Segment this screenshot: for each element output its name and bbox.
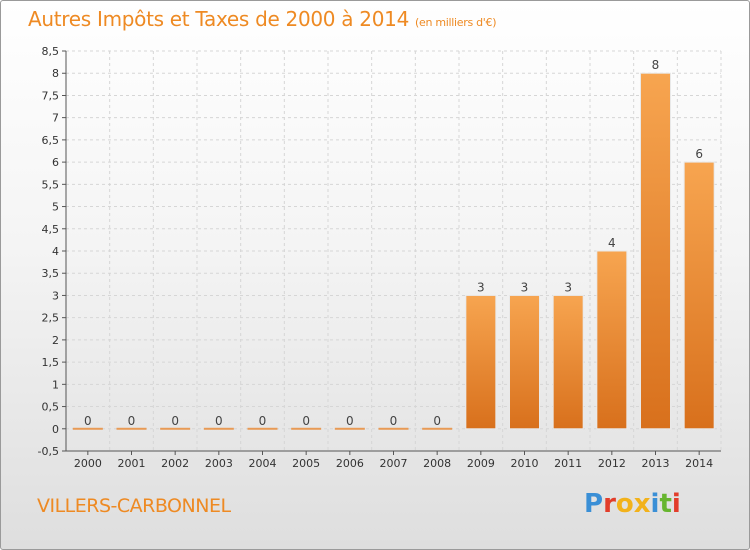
data-label: 3 [564,280,572,294]
x-tick-label: 2003 [205,457,233,470]
y-tick-label: 4,5 [42,223,60,236]
bar [378,427,409,430]
y-tick-label: 2,5 [42,312,60,325]
x-tick-label: 2006 [336,457,364,470]
data-label: 3 [521,280,529,294]
data-label: 8 [652,58,660,72]
y-tick-label: 2 [52,334,59,347]
bar [509,294,540,430]
logo-letter: x [633,489,651,519]
x-tick-label: 2012 [598,457,626,470]
data-label: 0 [390,414,398,428]
bar [596,250,628,430]
data-label: 0 [171,414,179,428]
bar [422,427,453,430]
bar [465,294,497,430]
y-tick-label: 6 [52,156,59,169]
commune-name: VILLERS-CARBONNEL [37,495,231,517]
y-tick-label: 7 [52,112,59,125]
bar [72,427,103,430]
bar [203,427,234,430]
bar [116,427,147,430]
data-label: 0 [259,414,267,428]
x-tick-label: 2004 [249,457,277,470]
y-tick-label: 0 [52,423,59,436]
bar [160,427,191,430]
chart-title: Autres Impôts et Taxes de 2000 à 2014 (en… [28,7,496,31]
y-tick-label: -0,5 [38,445,59,458]
data-label: 0 [302,414,310,428]
x-tick-label: 2000 [74,457,102,470]
y-tick-labels: -0,5 0 0,5 1 1,5 2 2,5 3 3,5 4 4,5 5 5,5 6 6,5 7 7,5 8 8,5 [38,45,59,458]
bar [247,427,278,430]
chart-title-text: Autres Impôts et Taxes de 2000 à 2014 [28,7,409,31]
y-tick-label: 5 [52,201,59,214]
bar [640,72,671,430]
x-tick-label: 2014 [685,457,713,470]
x-tick-label: 2010 [511,457,539,470]
y-tick-label: 1 [52,378,59,391]
y-tick-label: 0,5 [42,401,60,414]
y-tick-label: 8 [52,67,59,80]
data-label: 6 [695,147,703,161]
y-tick-label: 3,5 [42,267,60,280]
bar [683,161,715,430]
y-tick-label: 7,5 [42,89,60,102]
y-tick-label: 6,5 [42,134,60,147]
logo-letter: o [615,489,634,519]
x-tick-label: 2013 [642,457,670,470]
data-label: 4 [608,236,616,250]
data-label: 3 [477,280,485,294]
data-label: 0 [215,414,223,428]
logo-letter: t [659,489,672,519]
y-tick-label: 8,5 [42,45,60,58]
data-label: 0 [128,414,136,428]
bar [291,427,322,430]
x-tick-label: 2008 [423,457,451,470]
logo-letter: r [603,489,616,519]
logo-letter: i [671,489,681,519]
x-tick-label: 2001 [118,457,146,470]
x-tick-label: 2009 [467,457,495,470]
bar [334,427,365,430]
logo-letter: P [584,489,604,519]
x-tick-label: 2011 [554,457,582,470]
chart-subtitle: (en milliers d'€) [415,16,497,29]
y-tick-label: 4 [52,245,59,258]
data-label: 0 [84,414,92,428]
data-label: 0 [433,414,441,428]
data-label: 0 [346,414,354,428]
x-tick-label: 2005 [292,457,320,470]
y-tick-label: 5,5 [42,178,60,191]
proxiti-logo: Proxiti [584,489,681,519]
bar [552,294,584,430]
logo-letter: i [650,489,660,519]
x-tick-label: 2002 [161,457,189,470]
y-tick-label: 1,5 [42,356,60,369]
y-tick-label: 3 [52,289,59,302]
x-tick-label: 2007 [380,457,408,470]
bars: 0 0 0 0 0 0 0 0 0 3 3 3 4 8 6 [72,58,715,430]
x-tick-labels: 2000 2001 2002 2003 2004 2005 2006 2007 2008 2009… [74,457,713,470]
axes [62,50,721,455]
